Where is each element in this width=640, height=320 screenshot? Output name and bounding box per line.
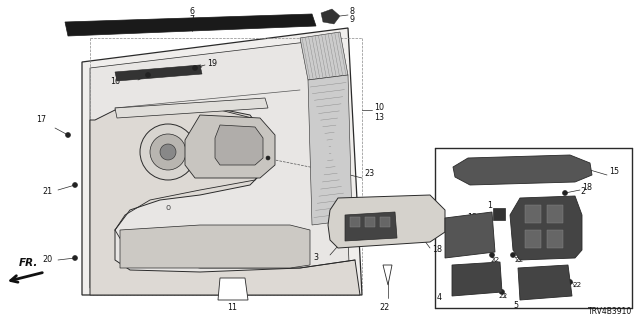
Polygon shape xyxy=(115,65,202,81)
Bar xyxy=(547,230,563,248)
Bar xyxy=(525,205,541,223)
Text: 12: 12 xyxy=(467,213,477,222)
Polygon shape xyxy=(518,265,572,300)
Circle shape xyxy=(72,182,77,188)
Polygon shape xyxy=(115,98,268,118)
Circle shape xyxy=(150,134,186,170)
Text: 4: 4 xyxy=(437,293,442,302)
Polygon shape xyxy=(321,9,340,24)
Polygon shape xyxy=(510,196,582,260)
Text: 2: 2 xyxy=(580,188,585,196)
Circle shape xyxy=(65,132,70,138)
Bar xyxy=(547,205,563,223)
Bar xyxy=(493,208,505,220)
Text: 22: 22 xyxy=(380,302,390,311)
Bar xyxy=(350,217,360,227)
Text: 19: 19 xyxy=(207,59,217,68)
Text: o: o xyxy=(165,204,171,212)
Polygon shape xyxy=(453,155,592,185)
Text: 7: 7 xyxy=(189,15,195,25)
Polygon shape xyxy=(445,212,495,258)
Polygon shape xyxy=(65,14,316,36)
Circle shape xyxy=(72,255,77,260)
Text: 16: 16 xyxy=(110,77,120,86)
Text: 6: 6 xyxy=(189,7,195,17)
Text: 22: 22 xyxy=(490,257,499,263)
Text: 14: 14 xyxy=(432,205,442,214)
Polygon shape xyxy=(90,38,350,288)
Text: FR.: FR. xyxy=(19,258,38,268)
Polygon shape xyxy=(120,225,310,268)
Circle shape xyxy=(490,252,495,258)
Polygon shape xyxy=(452,262,502,296)
Text: 22: 22 xyxy=(514,257,524,263)
Circle shape xyxy=(266,156,270,160)
Text: TRV4B3910: TRV4B3910 xyxy=(588,308,632,316)
Text: 8: 8 xyxy=(350,7,355,17)
Circle shape xyxy=(415,212,420,218)
Text: 22: 22 xyxy=(572,282,581,288)
Text: 9: 9 xyxy=(350,15,355,25)
Circle shape xyxy=(417,229,422,235)
Text: 13: 13 xyxy=(374,114,384,123)
Polygon shape xyxy=(185,115,275,178)
Text: 21: 21 xyxy=(42,188,52,196)
Text: 23: 23 xyxy=(364,170,374,179)
Circle shape xyxy=(563,190,568,196)
Text: 10: 10 xyxy=(374,103,384,113)
Text: 15: 15 xyxy=(609,167,619,177)
Text: 17: 17 xyxy=(36,116,46,124)
Polygon shape xyxy=(328,195,445,248)
Circle shape xyxy=(511,252,515,258)
Bar xyxy=(525,230,541,248)
Text: 3: 3 xyxy=(313,253,318,262)
Text: 20: 20 xyxy=(42,255,52,265)
Text: 11: 11 xyxy=(227,302,237,311)
Circle shape xyxy=(193,66,198,70)
Polygon shape xyxy=(82,28,362,295)
Text: 5: 5 xyxy=(513,300,518,309)
Text: 22: 22 xyxy=(498,293,508,299)
Polygon shape xyxy=(300,32,348,80)
Bar xyxy=(380,217,390,227)
Circle shape xyxy=(145,73,150,77)
Polygon shape xyxy=(308,75,352,225)
Text: 1: 1 xyxy=(488,201,493,210)
Bar xyxy=(365,217,375,227)
Polygon shape xyxy=(345,212,397,241)
Polygon shape xyxy=(383,265,392,285)
Circle shape xyxy=(140,124,196,180)
Polygon shape xyxy=(218,278,248,300)
Polygon shape xyxy=(215,125,263,165)
Polygon shape xyxy=(90,105,360,295)
Text: 18: 18 xyxy=(582,183,592,193)
Text: 18: 18 xyxy=(432,245,442,254)
Circle shape xyxy=(160,144,176,160)
Circle shape xyxy=(499,290,504,294)
Circle shape xyxy=(568,279,573,284)
